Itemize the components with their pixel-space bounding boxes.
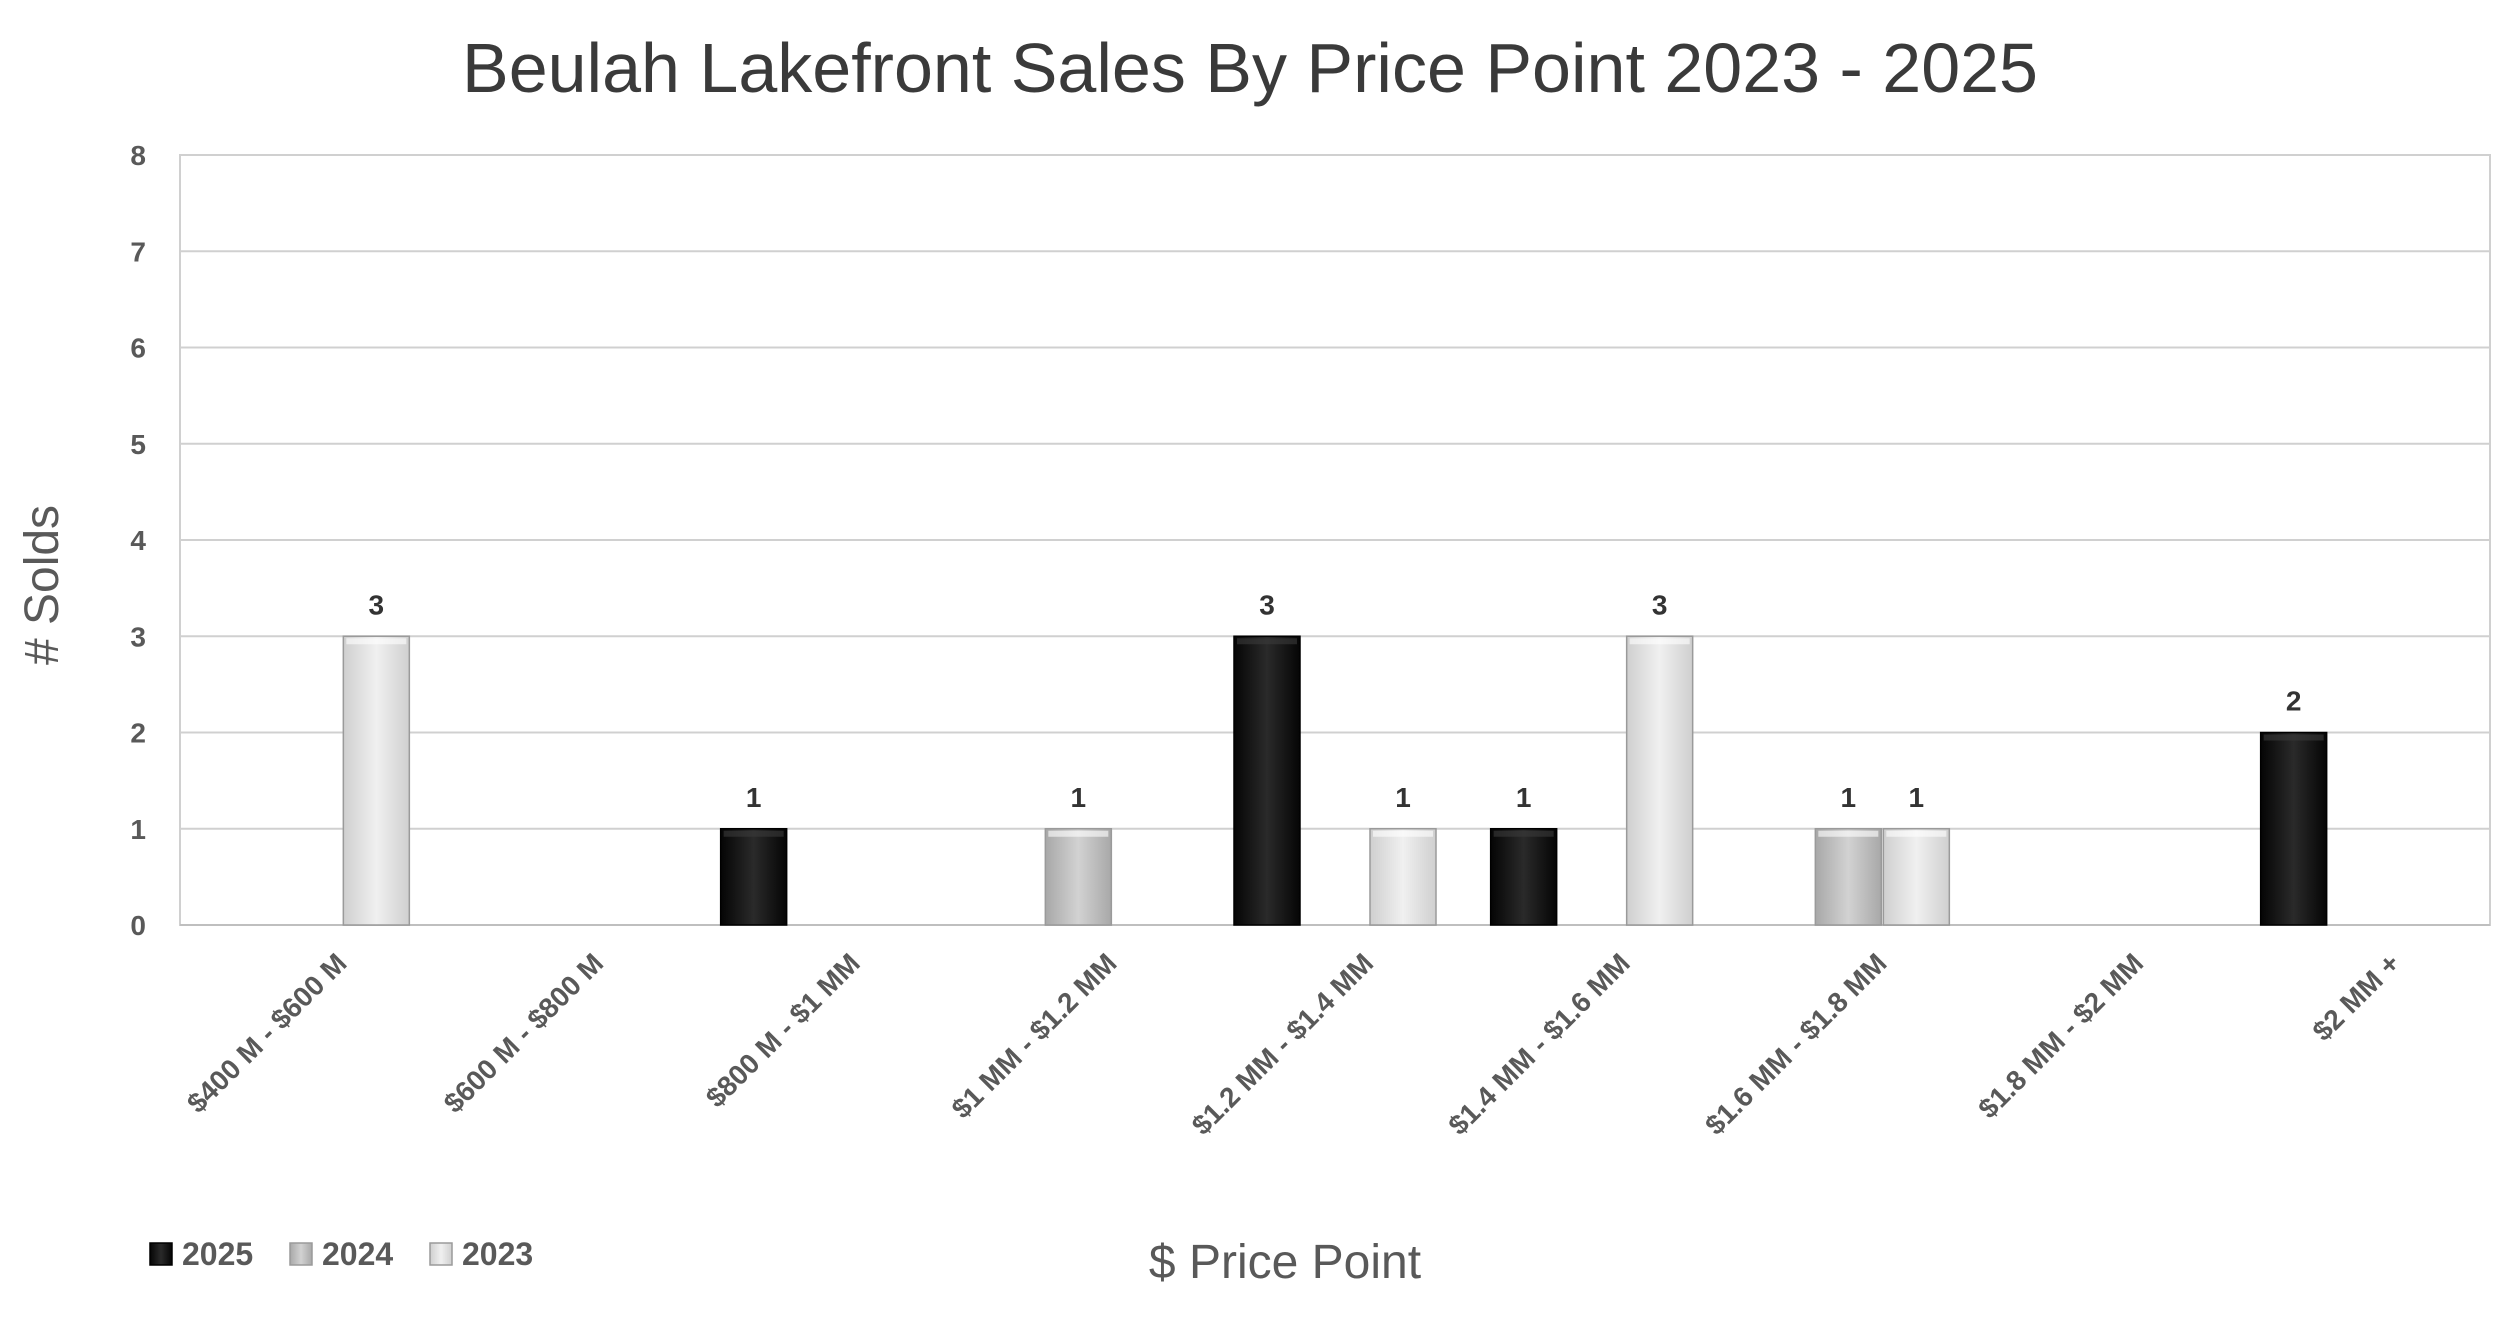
gridlines <box>179 154 2491 926</box>
bar-bevel <box>1493 830 1554 837</box>
legend-swatch <box>289 1242 313 1266</box>
legend-swatch <box>149 1242 173 1266</box>
bar-2024-3 <box>1044 828 1113 926</box>
bar-2023-5 <box>1625 635 1694 926</box>
data-label: 2 <box>2286 686 2302 717</box>
category-label: $1.8 MM - $2 MM <box>1972 947 2149 1124</box>
data-label: 3 <box>1259 589 1275 620</box>
category-label: $1.4 MM - $1.6 MM <box>1442 947 1636 1141</box>
y-tick-label: 5 <box>130 429 146 460</box>
legend-item-2023: 2023 <box>429 1236 533 1272</box>
x-axis-title: $ Price Point <box>1149 1236 1421 1289</box>
data-labels: 3 1 1 3 1 1 3 1 1 2 <box>369 589 2302 813</box>
bar-2025-8 <box>2259 731 2328 926</box>
bar-bevel <box>1629 638 1690 645</box>
legend-swatch <box>429 1242 453 1266</box>
y-tick-label: 4 <box>130 525 146 556</box>
legend-label: 2025 <box>182 1236 253 1272</box>
y-tick-label: 7 <box>130 236 146 267</box>
y-axis-ticks: 0 1 2 3 4 5 6 7 8 <box>130 140 146 941</box>
y-tick-label: 3 <box>130 621 146 652</box>
legend-item-2025: 2025 <box>149 1236 253 1272</box>
category-label: $2 MM + <box>2306 947 2405 1046</box>
category-label: $1.6 MM - $1.8 MM <box>1699 947 1893 1141</box>
bar-bevel <box>1048 830 1109 837</box>
y-tick-label: 2 <box>130 718 146 749</box>
y-tick-label: 1 <box>130 814 146 845</box>
bar-bevel <box>346 638 407 645</box>
x-axis-categories: $400 M - $600 M $600 M - $800 M $800 M - $… <box>181 947 2406 1141</box>
category-label: $800 M - $1 MM <box>700 947 866 1113</box>
bar-2025-5 <box>1489 828 1558 926</box>
data-label: 1 <box>746 782 762 813</box>
chart-title: Beulah Lakefront Sales By Price Point 20… <box>462 29 2038 107</box>
y-tick-label: 8 <box>130 140 146 171</box>
y-tick-label: 0 <box>130 910 146 941</box>
bar-bevel <box>723 830 784 837</box>
category-label: $1 MM - $1.2 MM <box>946 947 1123 1124</box>
y-axis-title: # Solds <box>16 505 69 665</box>
bar-2024-6 <box>1814 828 1883 926</box>
data-label: 1 <box>1516 782 1532 813</box>
category-label: $1.2 MM - $1.4 MM <box>1186 947 1380 1141</box>
bar-bevel <box>1886 830 1947 837</box>
data-label: 1 <box>1071 782 1087 813</box>
data-label: 3 <box>1652 589 1668 620</box>
data-label: 1 <box>1909 782 1925 813</box>
bar-2023-6 <box>1882 828 1951 926</box>
bar-2025-2 <box>719 828 788 926</box>
bar-2023-0 <box>342 635 411 926</box>
bar-bevel <box>1818 830 1879 837</box>
bar-bevel <box>2263 734 2324 741</box>
data-label: 1 <box>1841 782 1857 813</box>
legend: 2025 2024 2023 <box>149 1236 533 1272</box>
legend-label: 2024 <box>322 1236 393 1272</box>
bars <box>342 635 2328 926</box>
legend-item-2024: 2024 <box>289 1236 393 1272</box>
bar-bevel <box>1373 830 1433 837</box>
data-label: 1 <box>1395 782 1411 813</box>
category-label: $400 M - $600 M <box>181 947 353 1119</box>
data-label: 3 <box>369 589 385 620</box>
y-tick-label: 6 <box>130 333 146 364</box>
legend-label: 2023 <box>462 1236 533 1272</box>
bar-bevel <box>1237 638 1297 645</box>
bar-2023-4 <box>1369 828 1437 926</box>
bar-2025-4 <box>1233 635 1301 926</box>
category-label: $600 M - $800 M <box>438 947 610 1119</box>
